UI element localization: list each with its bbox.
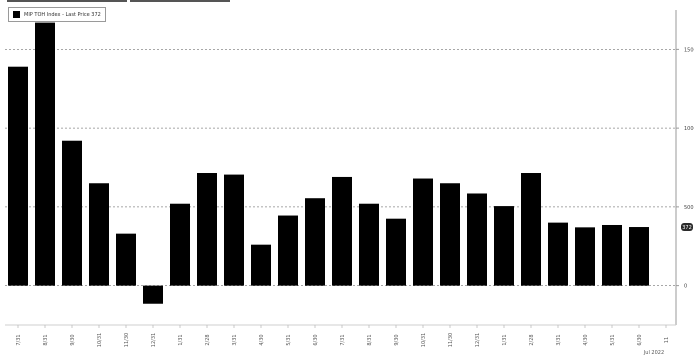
- x-tick-label: 12/31: [151, 333, 157, 347]
- x-tick-label: 6/30: [313, 334, 319, 345]
- bar: [548, 222, 568, 286]
- bar: [602, 224, 622, 286]
- x-tick-label: 11: [664, 337, 670, 343]
- bar: [89, 183, 109, 286]
- bar: [359, 203, 379, 286]
- x-tick-label: 4/30: [259, 334, 265, 345]
- x-tick-label: 10/31: [97, 333, 103, 347]
- last-price-marker: [681, 223, 693, 232]
- x-tick-label: 1/31: [502, 334, 508, 345]
- bar: [197, 173, 217, 286]
- x-tick-label: 9/30: [394, 334, 400, 345]
- bar: [62, 140, 82, 286]
- x-tick-label: 4/30: [583, 334, 589, 345]
- legend-swatch: [13, 11, 20, 18]
- bar: [440, 183, 460, 286]
- bar: [251, 244, 271, 286]
- x-axis-sublabel: Jul 2022: [643, 350, 664, 356]
- cropped-title-stroke: [7, 0, 127, 2]
- x-tick-label: 9/30: [70, 334, 76, 345]
- x-tick-label: 7/31: [16, 334, 22, 345]
- bar: [629, 227, 649, 286]
- bar: [305, 198, 325, 286]
- bar: [143, 285, 163, 304]
- bar: [332, 176, 352, 286]
- y-tick-label: 1000: [684, 126, 694, 132]
- x-tick-label: 3/31: [232, 334, 238, 345]
- chart-legend: MIP TOH Index - Last Price 372: [8, 7, 106, 22]
- cropped-title-stroke: [130, 0, 230, 2]
- x-tick-label: 8/31: [43, 334, 49, 345]
- x-tick-label: 1/31: [178, 334, 184, 345]
- y-tick-label: 0: [684, 284, 687, 290]
- bar: [278, 215, 298, 286]
- bar: [413, 178, 433, 286]
- x-tick-label: 2/28: [205, 334, 211, 345]
- bar: [575, 227, 595, 286]
- bar: [170, 203, 190, 286]
- bar: [8, 66, 28, 286]
- y-tick-label: 500: [684, 205, 694, 211]
- x-tick-label: 12/31: [475, 333, 481, 347]
- bar: [386, 218, 406, 286]
- bar: [467, 193, 487, 286]
- bar: [521, 173, 541, 286]
- bar: [116, 233, 136, 286]
- x-tick-label: 11/30: [448, 333, 454, 347]
- y-tick-label: 1500: [684, 47, 694, 53]
- x-tick-label: 6/30: [637, 334, 643, 345]
- legend-label: MIP TOH Index - Last Price 372: [24, 11, 101, 18]
- x-tick-label: 11/30: [124, 333, 130, 347]
- x-tick-label: 7/31: [340, 334, 346, 345]
- bar: [224, 174, 244, 286]
- x-tick-label: 2/28: [529, 334, 535, 345]
- last-price-label: 372: [682, 225, 692, 231]
- x-tick-label: 8/31: [367, 334, 373, 345]
- bar: [35, 22, 55, 286]
- x-tick-label: 3/31: [556, 334, 562, 345]
- bar: [494, 206, 514, 286]
- x-tick-label: 10/31: [421, 333, 427, 347]
- x-tick-label: 5/31: [286, 334, 292, 345]
- x-tick-label: 5/31: [610, 334, 616, 345]
